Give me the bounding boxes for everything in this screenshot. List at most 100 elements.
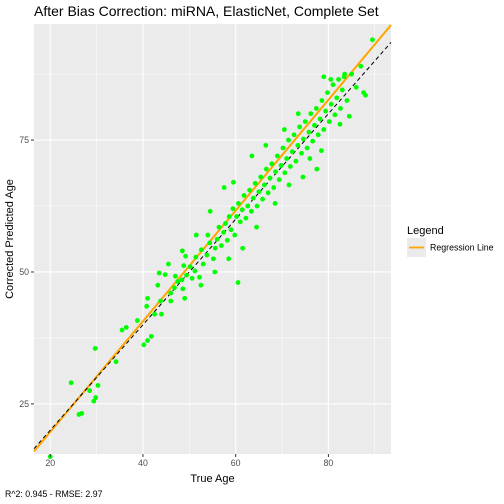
data-point bbox=[330, 82, 336, 88]
y-axis-ticks: 25 50 75 bbox=[19, 135, 34, 409]
data-point bbox=[179, 277, 185, 283]
data-point bbox=[197, 274, 202, 280]
data-point bbox=[287, 164, 293, 169]
data-point bbox=[175, 279, 181, 284]
data-point bbox=[230, 179, 236, 185]
data-point bbox=[321, 74, 327, 80]
data-point bbox=[295, 142, 301, 148]
data-point bbox=[184, 272, 189, 278]
data-point bbox=[254, 224, 259, 230]
data-point bbox=[181, 263, 187, 269]
data-point bbox=[254, 203, 260, 209]
x-tick-label: 40 bbox=[138, 458, 148, 468]
data-point bbox=[346, 113, 352, 119]
data-point bbox=[256, 189, 262, 195]
data-point bbox=[302, 119, 308, 125]
data-point bbox=[243, 215, 249, 221]
data-point bbox=[91, 398, 97, 404]
data-point bbox=[221, 185, 227, 190]
data-point bbox=[317, 116, 323, 122]
data-point bbox=[240, 245, 246, 251]
regression-line bbox=[33, 24, 392, 453]
data-point bbox=[144, 303, 150, 309]
data-point bbox=[249, 208, 254, 214]
x-tick-label: 80 bbox=[324, 458, 334, 468]
data-point bbox=[173, 273, 178, 279]
data-point bbox=[337, 121, 343, 127]
data-point bbox=[286, 137, 291, 143]
data-point bbox=[182, 295, 188, 301]
data-point bbox=[310, 138, 316, 144]
data-point bbox=[134, 318, 140, 323]
data-point bbox=[204, 252, 210, 258]
data-point bbox=[228, 227, 234, 233]
data-point bbox=[87, 388, 93, 394]
data-point bbox=[145, 338, 150, 343]
data-point bbox=[92, 346, 98, 351]
x-axis-title: True Age bbox=[190, 473, 234, 485]
data-point bbox=[236, 200, 241, 206]
data-point bbox=[212, 269, 218, 275]
data-point bbox=[267, 175, 273, 181]
x-tick-label: 60 bbox=[231, 458, 241, 468]
data-point bbox=[315, 132, 321, 138]
data-point bbox=[271, 185, 277, 190]
data-point bbox=[278, 162, 284, 168]
data-point bbox=[249, 153, 255, 159]
data-point bbox=[207, 240, 213, 246]
data-point bbox=[263, 166, 269, 172]
data-point bbox=[183, 253, 189, 259]
data-point bbox=[304, 145, 310, 151]
data-point bbox=[300, 174, 306, 180]
data-point bbox=[179, 248, 185, 254]
data-point bbox=[265, 190, 271, 196]
data-point bbox=[156, 270, 162, 276]
x-tick-label: 20 bbox=[45, 458, 55, 468]
data-point bbox=[323, 108, 329, 114]
data-point bbox=[168, 290, 174, 296]
data-point bbox=[152, 311, 157, 317]
data-point bbox=[334, 95, 340, 101]
data-point bbox=[234, 214, 240, 219]
y-tick-label: 50 bbox=[19, 267, 29, 277]
y-axis-title: Corrected Predicted Age bbox=[4, 179, 16, 299]
data-point bbox=[306, 129, 312, 135]
data-point bbox=[286, 182, 292, 188]
data-point bbox=[155, 282, 161, 288]
data-point bbox=[192, 268, 198, 274]
data-point bbox=[172, 285, 177, 291]
data-point bbox=[237, 219, 243, 225]
data-point bbox=[123, 324, 129, 330]
data-point bbox=[370, 37, 375, 43]
chart-title: After Bias Correction: miRNA, ElasticNet… bbox=[34, 3, 379, 19]
data-point bbox=[162, 272, 168, 278]
data-point bbox=[187, 264, 193, 270]
data-point bbox=[260, 196, 265, 202]
data-point bbox=[226, 256, 232, 262]
data-point bbox=[166, 261, 171, 267]
data-point bbox=[95, 383, 101, 388]
data-point bbox=[314, 166, 320, 172]
data-point bbox=[281, 127, 287, 132]
data-point bbox=[280, 145, 286, 151]
data-point bbox=[218, 243, 224, 248]
data-point bbox=[326, 119, 332, 125]
data-point bbox=[230, 206, 236, 212]
identity-line bbox=[33, 42, 392, 450]
data-point bbox=[212, 245, 218, 251]
data-point bbox=[113, 359, 119, 365]
data-point bbox=[232, 232, 238, 238]
data-point bbox=[239, 207, 245, 213]
legend: Legend Regression Line bbox=[407, 225, 494, 257]
data-point bbox=[349, 71, 354, 77]
data-point bbox=[291, 132, 297, 138]
data-point bbox=[307, 156, 313, 161]
data-point bbox=[328, 101, 334, 107]
data-point bbox=[226, 214, 232, 219]
data-point bbox=[193, 232, 199, 238]
data-point bbox=[353, 84, 359, 90]
legend-title: Legend bbox=[407, 225, 444, 237]
data-point bbox=[319, 98, 325, 103]
data-point bbox=[235, 280, 241, 285]
